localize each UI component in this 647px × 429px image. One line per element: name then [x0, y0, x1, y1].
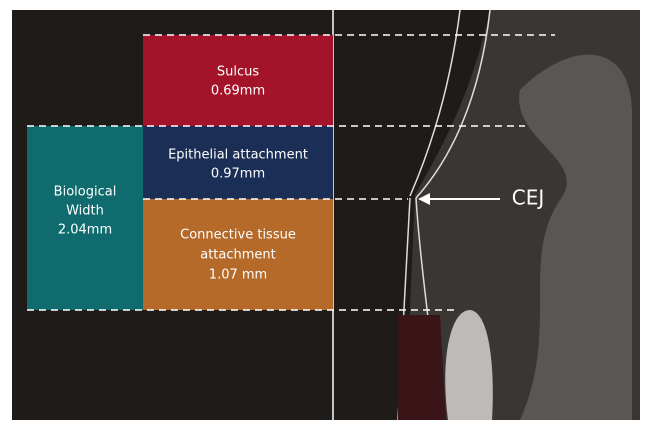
box-text: Biological	[54, 185, 117, 200]
cej-label: CEJ	[512, 186, 545, 210]
epithelial-box	[143, 126, 333, 199]
box-text: Connective tissue	[180, 228, 296, 243]
box-text: Width	[66, 204, 104, 219]
box-text: Sulcus	[217, 65, 259, 80]
box-text: Epithelial attachment	[168, 148, 308, 163]
box-text: 0.69mm	[211, 84, 265, 99]
ligament	[398, 315, 446, 420]
box-text: 2.04mm	[58, 223, 112, 238]
diagram: CEJ Sulcus 0.69mm Epithelial attachment …	[0, 0, 647, 429]
box-text: 0.97mm	[211, 167, 265, 182]
box-text: 1.07 mm	[209, 268, 267, 283]
sulcus-box	[143, 35, 333, 126]
box-text: attachment	[200, 248, 276, 263]
